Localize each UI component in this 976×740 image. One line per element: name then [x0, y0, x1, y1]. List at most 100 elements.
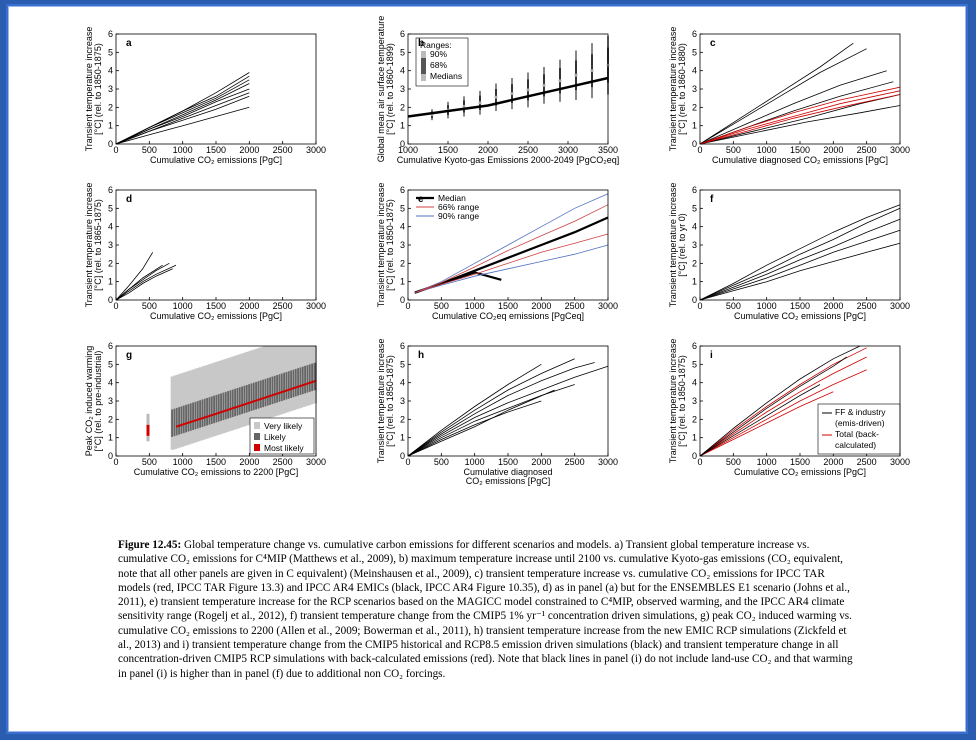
y-tick-label: 0: [108, 295, 113, 305]
axes-box: [699, 345, 901, 457]
x-tick-label: 2000: [531, 301, 551, 311]
y-tick-label: 5: [692, 47, 697, 57]
legend-item: Median: [438, 193, 466, 203]
y-tick-label: 1: [108, 121, 113, 131]
series-line: [407, 362, 595, 457]
y-tick-label: 3: [692, 396, 697, 406]
x-axis-label: CO₂ emissions [PgC]: [466, 476, 551, 486]
x-tick-label: 2000: [531, 457, 551, 467]
legend-swatch: [254, 444, 260, 451]
x-axis-label: Cumulative CO₂eq emissions [PgCeq]: [432, 311, 584, 321]
y-tick-label: 4: [692, 378, 697, 388]
series-line: [699, 86, 901, 145]
plot-area: 1000 1500 2000 2500 3000 3500 0 1 2 3 4 5 6 Ranges:90…: [376, 16, 619, 165]
y-tick-label: 5: [400, 203, 405, 213]
likely-bar: [299, 367, 303, 395]
likely-bar: [290, 370, 294, 398]
legend-item: (emis-driven): [835, 418, 885, 428]
x-tick-label: 1500: [790, 145, 810, 155]
legend-item: Likely: [264, 432, 286, 442]
series-line: [699, 207, 901, 301]
x-tick-label: 3500: [598, 145, 618, 155]
x-tick-label: 3000: [890, 145, 910, 155]
y-axis-label: Transient temperature increase: [376, 183, 386, 308]
y-tick-label: 0: [692, 295, 697, 305]
x-tick-label: 1000: [757, 301, 777, 311]
y-axis-label: [°C] (rel. to 1850-1875): [385, 355, 395, 447]
series-line: [115, 72, 250, 145]
panel-letter: f: [710, 194, 714, 205]
caption-label: Figure 12.45:: [118, 539, 182, 551]
likely-bar: [308, 364, 312, 392]
likely-bar: [180, 406, 184, 434]
y-tick-label: 4: [108, 222, 113, 232]
series-line: [115, 264, 177, 301]
x-tick-label: 2500: [273, 301, 293, 311]
x-tick-label: 500: [142, 457, 157, 467]
likely-bar: [199, 400, 203, 428]
likely-bar: [182, 405, 186, 434]
y-tick-label: 5: [400, 359, 405, 369]
likely-bar: [297, 368, 301, 396]
x-tick-label: 1500: [498, 301, 518, 311]
y-tick-label: 1: [400, 433, 405, 443]
legend-box: [817, 403, 901, 455]
legend-item: 68%: [430, 60, 447, 70]
chart-g: 0 500 1000 1500 2000 2500 3000 0 1 2 3 4 5 6 Very like…: [84, 341, 326, 477]
chart-b: 1000 1500 2000 2500 3000 3500 0 1 2 3 4 5 6 Ranges:90…: [376, 16, 619, 165]
x-tick-label: 500: [726, 301, 741, 311]
x-tick-label: 500: [142, 301, 157, 311]
series-line: [699, 369, 867, 457]
y-tick-label: 2: [400, 102, 405, 112]
caption-text: Global temperature change vs. cumulative…: [118, 539, 853, 680]
likely-bar: [280, 373, 284, 402]
x-tick-label: 2000: [478, 145, 498, 155]
series-line: [699, 42, 854, 145]
series-line: [699, 105, 901, 145]
panel-letter: g: [126, 350, 132, 361]
y-tick-label: 5: [692, 203, 697, 213]
x-tick-label: 2500: [273, 457, 293, 467]
x-axis-label: Cumulative CO₂ emissions [PgC]: [150, 155, 282, 165]
y-tick-label: 1: [108, 277, 113, 287]
panel-letter: i: [710, 350, 713, 361]
x-axis-label: Cumulative diagnosed: [463, 467, 552, 477]
x-tick-label: 2000: [239, 301, 259, 311]
likely-bar: [276, 375, 280, 403]
x-tick-label: 2000: [239, 145, 259, 155]
likely-bar: [311, 363, 315, 392]
x-axis-label: Cumulative CO₂ emissions [PgC]: [150, 311, 282, 321]
y-tick-label: 6: [108, 29, 113, 39]
panel-letter: c: [710, 38, 716, 49]
median-point: [478, 101, 482, 105]
y-tick-label: 0: [108, 451, 113, 461]
likely-bar: [257, 381, 261, 409]
x-tick-label: 0: [697, 301, 702, 311]
y-axis-label: Transient temperature increase: [668, 27, 678, 152]
legend-item: 90%: [430, 49, 447, 59]
likely-bar: [252, 382, 256, 411]
likely-bar: [262, 379, 266, 408]
chart-d: 0 500 1000 1500 2000 2500 3000 0 1 2 3 4 5 6 d Cumulati…: [84, 183, 326, 321]
y-axis-label: Transient temperature increase: [668, 339, 678, 464]
y-axis-label: Peak CO₂ induced warming: [84, 346, 94, 457]
panel-letter: b: [418, 38, 424, 49]
chart-h: 0 500 1000 1500 2000 2500 3000 0 1 2 3 4 5 6 h Cumulati…: [376, 339, 618, 486]
y-axis-label: Global mean air surface temperature: [376, 16, 386, 163]
y-tick-label: 3: [108, 396, 113, 406]
y-tick-label: 3: [108, 240, 113, 250]
x-tick-label: 1000: [173, 301, 193, 311]
y-tick-label: 4: [692, 66, 697, 76]
x-tick-label: 0: [113, 145, 118, 155]
likely-bar: [185, 404, 189, 433]
series-line: [699, 347, 867, 457]
plot-area: 0 500 1000 1500 2000 2500 3000 0 1 2 3 4 5 6 Median66%…: [376, 183, 618, 321]
x-tick-label: 3000: [890, 301, 910, 311]
x-axis-label: Cumulative CO₂ emissions to 2200 [PgC]: [134, 467, 299, 477]
likely-bar: [217, 394, 221, 422]
panel-letter: a: [126, 38, 132, 49]
plot-area: 0 500 1000 1500 2000 2500 3000 0 1 2 3 4 5 6 h Cumulati…: [376, 339, 618, 486]
y-tick-label: 2: [692, 102, 697, 112]
